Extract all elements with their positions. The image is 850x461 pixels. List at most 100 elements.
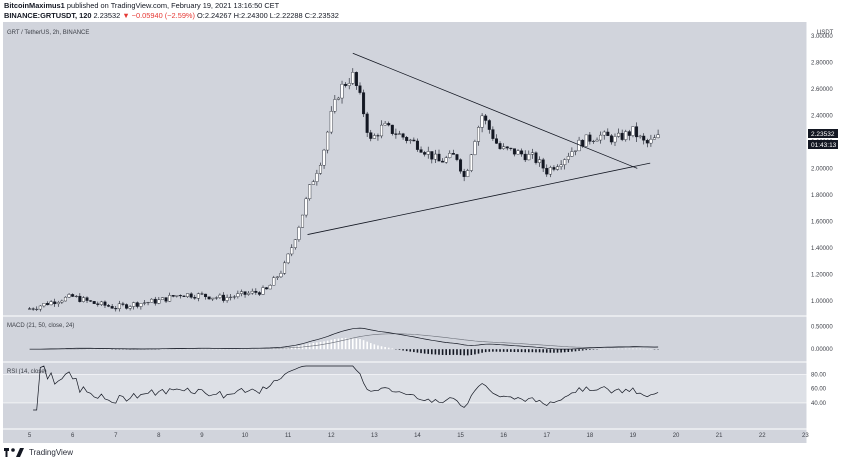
candle-body — [308, 184, 312, 200]
candle-body — [437, 153, 441, 162]
price-tick-label: 1.60000 — [811, 219, 833, 225]
time-axis[interactable]: 5 6 7 8 9 10 11 12 13 14 15 16 17 18 19 20 21 22 23 — [28, 433, 809, 439]
trendlines-group[interactable] — [307, 52, 651, 235]
candle-body — [362, 92, 366, 115]
time-tick-label: 10 — [242, 433, 249, 439]
candle-body — [548, 167, 552, 175]
candle-body — [484, 115, 488, 121]
last-value: 2.23532 — [93, 11, 121, 20]
price-tick-label: 2.00000 — [811, 166, 833, 172]
candle-body — [354, 72, 358, 86]
macd-histogram-bar — [441, 349, 444, 355]
candle-body — [232, 296, 236, 298]
candle-body — [344, 83, 348, 86]
time-tick-label: 15 — [457, 433, 464, 439]
candle-body — [351, 72, 355, 84]
time-tick-label: 19 — [630, 433, 637, 439]
candle-body — [78, 295, 82, 302]
candles-group — [28, 68, 660, 312]
macd-histogram-bar — [359, 339, 361, 350]
macd-histogram-bar — [456, 349, 458, 355]
countdown-tag-text: 01:43:13 — [811, 142, 837, 149]
macd-pane — [28, 327, 659, 356]
macd-histogram-bar — [502, 349, 505, 352]
change-value: ▼ −0.05940 (−2.59%) — [122, 11, 195, 20]
macd-histogram-bar — [369, 343, 372, 350]
candle-body — [279, 273, 283, 278]
candle-body — [107, 305, 111, 307]
price-tick-label: 2.80000 — [811, 60, 833, 66]
time-tick-label: 6 — [71, 433, 75, 439]
macd-histogram-bar — [423, 349, 426, 354]
candle-body — [164, 297, 168, 302]
macd-histogram-bar — [294, 346, 297, 350]
candle-body — [649, 138, 653, 144]
macd-histogram-bar — [287, 347, 289, 350]
macd-histogram-bar — [470, 349, 473, 355]
rsi-axis[interactable]: 80.00 60.00 40.00 — [811, 373, 827, 407]
candle-body — [656, 134, 660, 138]
candle-body — [214, 297, 218, 299]
candle-body — [376, 135, 380, 137]
candle-body — [599, 134, 603, 141]
price-tick-label: 3.00000 — [811, 34, 833, 40]
footer-brand[interactable]: TradingView — [29, 447, 74, 457]
candle-body — [81, 297, 85, 302]
time-tick-label: 14 — [414, 433, 421, 439]
candle-body — [541, 159, 545, 169]
candle-body — [290, 247, 294, 255]
chart-area[interactable]: GRT / TetherUS, 2h, BINANCE USDT MACD (2… — [0, 22, 850, 444]
candle-body — [365, 113, 369, 133]
candle-body — [523, 153, 527, 161]
candle-body — [498, 143, 502, 149]
candle-body — [250, 290, 254, 294]
candle-body — [114, 308, 118, 310]
candle-body — [46, 303, 50, 306]
candle-body — [71, 294, 75, 297]
candle-body — [178, 295, 182, 297]
candle-body — [408, 139, 412, 141]
symbol-name[interactable]: BINANCE:GRTUSDT, 120 — [4, 11, 92, 20]
macd-tick-label: 0.00000 — [811, 347, 833, 353]
candle-body — [433, 153, 437, 160]
macd-histogram-bar — [556, 349, 559, 353]
macd-histogram-bar — [563, 349, 566, 353]
candle-body — [588, 134, 592, 142]
macd-histogram-bar — [427, 349, 430, 354]
macd-histogram-bar — [463, 349, 465, 356]
candle-body — [566, 156, 570, 160]
candle-body — [383, 123, 387, 126]
candle-body — [520, 150, 524, 155]
macd-histogram-bar — [312, 343, 315, 350]
candle-body — [336, 97, 340, 100]
candle-body — [415, 140, 419, 150]
candle-body — [606, 131, 610, 136]
candle-body — [613, 136, 617, 143]
macd-histogram-bar — [409, 349, 412, 352]
candle-body — [135, 302, 139, 307]
macd-histogram-bar — [438, 349, 440, 355]
macd-histogram-bar — [517, 349, 519, 353]
macd-histogram-bar — [272, 348, 275, 350]
price-axis[interactable]: 1.00000 1.20000 1.40000 1.60000 1.80000 2.000… — [811, 34, 833, 305]
candle-body — [139, 303, 143, 307]
macd-histogram-bar — [316, 342, 318, 350]
macd-axis[interactable]: 0.50000 0.00000 — [811, 325, 833, 354]
macd-histogram-bar — [373, 344, 376, 350]
author-name[interactable]: BitcoinMaximus1 — [4, 1, 65, 10]
candle-body — [283, 262, 287, 274]
candle-body — [480, 115, 484, 128]
macd-histogram-bar — [290, 346, 293, 350]
macd-histogram-bar — [585, 349, 588, 351]
rsi-pane — [3, 365, 807, 411]
candle-body — [466, 170, 470, 177]
candle-body — [473, 141, 477, 155]
candle-body — [653, 137, 657, 140]
tradingview-logo-icon — [4, 448, 24, 457]
candle-body — [448, 153, 452, 158]
candle-body — [117, 303, 121, 310]
candle-body — [35, 308, 39, 310]
macd-histogram-bar — [535, 349, 537, 353]
macd-histogram-bar — [337, 338, 340, 350]
candle-body — [326, 131, 330, 151]
